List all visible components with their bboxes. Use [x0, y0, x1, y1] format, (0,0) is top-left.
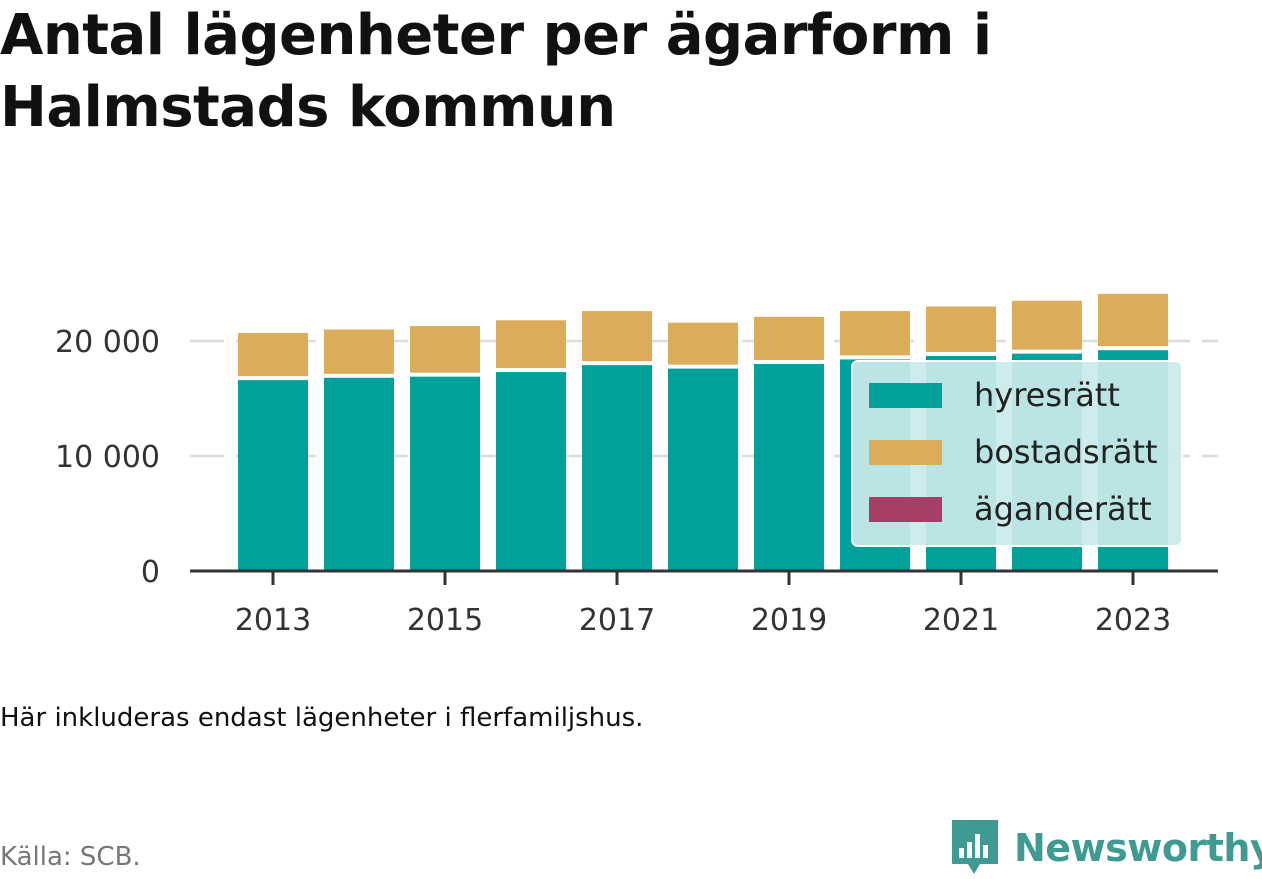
bar-2020-series-1	[840, 311, 910, 356]
bar-2013-series-0	[238, 380, 308, 571]
bar-2016-series-1	[496, 320, 566, 369]
source-credit: Källa: SCB.	[0, 842, 141, 872]
bar-2015-series-0	[410, 376, 480, 571]
bar-2016-series-0	[496, 372, 566, 571]
bar-2018-series-1	[668, 322, 738, 365]
bar-2013-series-1	[238, 332, 308, 377]
stacked-bar-chart: 0 10 000 20 000 2013 2015 2017 2019 2021 2023 hy…	[55, 293, 1218, 638]
legend-label: bostadsrätt	[974, 433, 1158, 471]
y-tick-label: 10 000	[55, 440, 160, 475]
bar-2014-series-1	[324, 329, 394, 374]
legend-swatch	[869, 497, 942, 522]
bar-2017-series-1	[582, 311, 652, 362]
legend-label: hyresrätt	[974, 376, 1120, 414]
chart-note: Här inkluderas endast lägenheter i flerf…	[0, 703, 644, 733]
bar-2018-series-0	[668, 368, 738, 571]
y-tick-label: 20 000	[55, 325, 160, 360]
bar-2023-series-1	[1098, 293, 1168, 347]
bar-2014-series-0	[324, 377, 394, 571]
bar-2019-series-0	[754, 364, 824, 571]
legend-swatch	[869, 383, 942, 408]
chart-title: Antal lägenheter per ägarform i Halmstad…	[0, 3, 992, 140]
axes: 0 10 000 20 000 2013 2015 2017 2019 2021 2023	[55, 325, 1218, 638]
bar-2015-series-1	[410, 326, 480, 373]
x-tick-label: 2017	[579, 603, 655, 638]
brand-logo: Newsworthy	[950, 818, 1262, 878]
x-tick-label: 2023	[1095, 603, 1171, 638]
y-tick-label: 0	[141, 555, 160, 590]
x-tick-label: 2019	[751, 603, 827, 638]
x-tick-label: 2013	[235, 603, 311, 638]
legend-swatch	[869, 440, 942, 465]
bar-2017-series-0	[582, 365, 652, 571]
legend-label: äganderätt	[974, 490, 1152, 528]
newsworthy-logo-icon	[952, 820, 998, 874]
bar-2019-series-1	[754, 316, 824, 360]
x-tick-label: 2015	[407, 603, 483, 638]
legend: hyresrätt bostadsrätt äganderätt	[851, 360, 1183, 547]
bar-2021-series-1	[926, 306, 996, 352]
x-tick-label: 2021	[923, 603, 999, 638]
brand-name: Newsworthy	[1014, 826, 1262, 870]
bar-2022-series-1	[1012, 300, 1082, 350]
